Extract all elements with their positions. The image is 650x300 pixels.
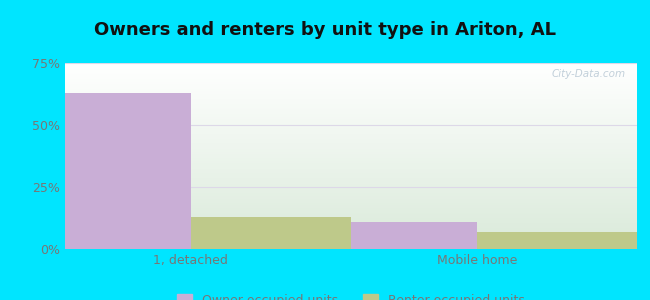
- Legend: Owner occupied units, Renter occupied units: Owner occupied units, Renter occupied un…: [172, 289, 530, 300]
- Bar: [31, 93, 191, 249]
- Bar: [477, 232, 637, 249]
- Bar: [317, 222, 477, 249]
- Text: City-Data.com: City-Data.com: [551, 69, 625, 79]
- Bar: [191, 217, 351, 249]
- Text: Owners and renters by unit type in Ariton, AL: Owners and renters by unit type in Arito…: [94, 21, 556, 39]
